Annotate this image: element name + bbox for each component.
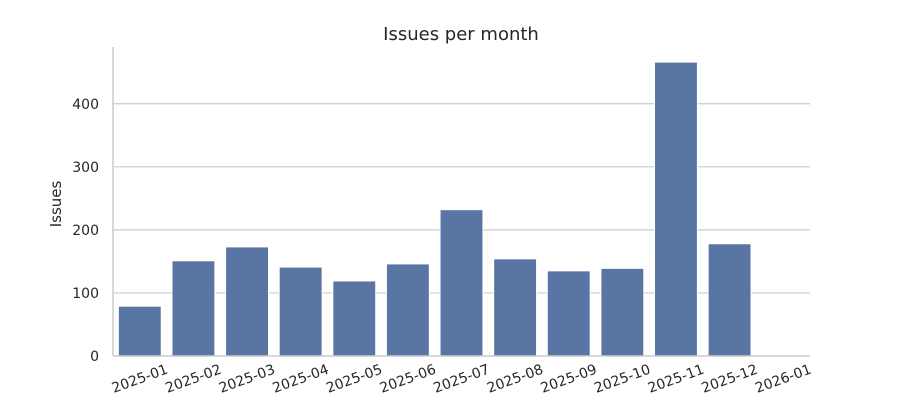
y-tick-label: 300	[72, 160, 99, 176]
x-tick-labels: 2025-012025-022025-032025-042025-052025-…	[110, 362, 814, 397]
y-tick-label: 0	[90, 349, 99, 365]
x-tick-label: 2025-07	[431, 362, 491, 397]
bar-2025-03	[225, 246, 269, 357]
bar-2025-07	[439, 209, 484, 357]
x-tick-label: 2025-09	[539, 362, 599, 397]
x-tick-label: 2025-12	[700, 362, 760, 397]
y-tick-label: 100	[72, 286, 99, 302]
x-tick-label: 2025-08	[485, 362, 545, 397]
bars	[117, 61, 752, 357]
bar-2025-09	[546, 270, 591, 357]
x-tick-label: 2025-10	[592, 362, 652, 397]
bar-2025-06	[385, 263, 430, 357]
y-axis-label: Issues	[47, 181, 65, 228]
x-tick-label: 2025-03	[217, 362, 277, 397]
bar-2025-10	[600, 267, 645, 357]
chart-title: Issues per month	[383, 24, 539, 45]
bar-2025-02	[171, 260, 216, 357]
x-tick-label: 2026-01	[753, 362, 813, 397]
bar-2025-01	[117, 305, 162, 357]
y-tick-label: 200	[72, 223, 99, 239]
bar-2025-08	[493, 258, 538, 357]
bar-2025-04	[278, 266, 323, 357]
x-tick-label: 2025-11	[646, 362, 706, 397]
x-tick-label: 2025-05	[324, 362, 384, 397]
bar-2025-11	[654, 61, 698, 357]
y-tick-labels: 0 100 200 300 400	[72, 97, 99, 365]
x-tick-label: 2025-06	[378, 362, 439, 397]
x-tick-label: 2025-02	[163, 362, 223, 397]
x-tick-label: 2025-04	[271, 362, 332, 397]
y-tick-label: 400	[72, 97, 99, 113]
x-tick-label: 2025-01	[110, 362, 170, 397]
axes	[112, 47, 810, 357]
bar-2025-12	[707, 243, 752, 357]
bar-2025-05	[332, 280, 377, 357]
